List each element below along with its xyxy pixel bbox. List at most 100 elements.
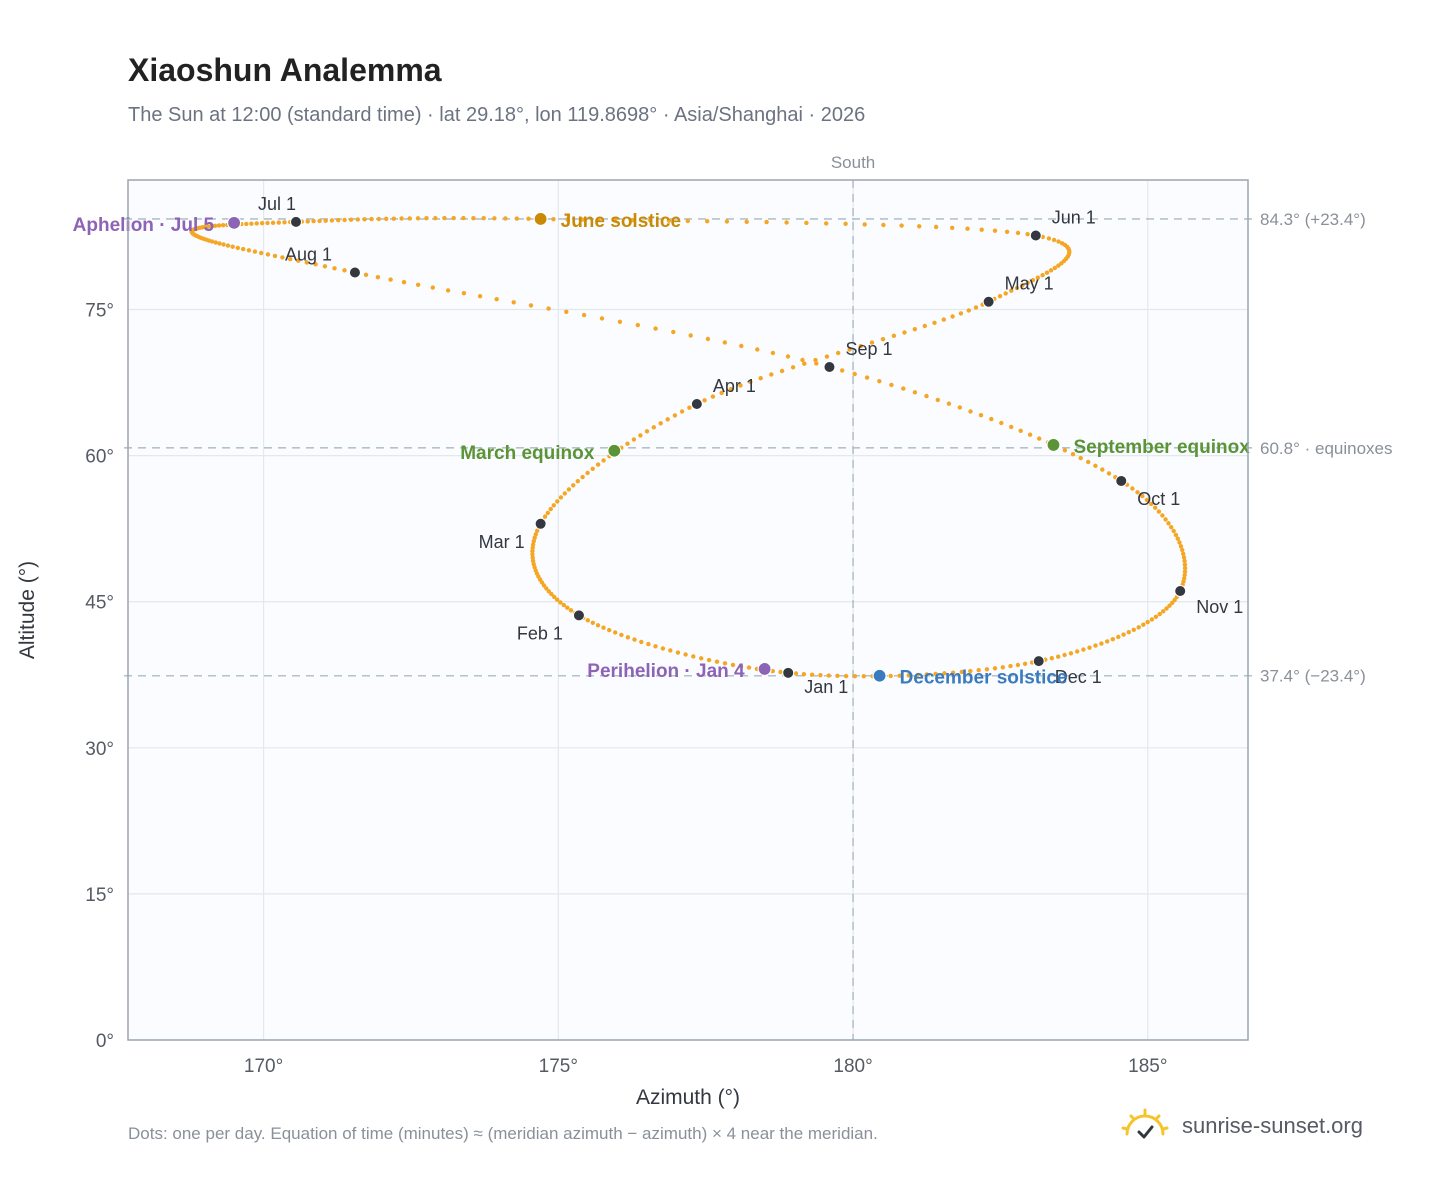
day-dot — [675, 650, 681, 655]
day-dot — [746, 665, 752, 670]
day-dot — [1166, 521, 1171, 526]
day-dot — [342, 217, 347, 223]
day-dot — [575, 479, 580, 484]
event-marker — [533, 211, 548, 227]
month-marker — [572, 609, 585, 622]
brand-logo[interactable]: sunrise-sunset.org — [1120, 1104, 1363, 1148]
day-dot — [705, 219, 710, 224]
day-dot — [551, 217, 556, 222]
day-dot — [660, 646, 666, 651]
day-dot — [899, 223, 904, 228]
day-dot — [1160, 513, 1165, 518]
y-tick-label: 30° — [85, 739, 114, 760]
day-dot — [738, 664, 744, 669]
day-dot — [814, 361, 819, 366]
day-dot — [1062, 652, 1067, 658]
day-dot — [1170, 600, 1175, 605]
day-dot — [1093, 463, 1098, 468]
day-dot — [1161, 609, 1166, 614]
event-marker — [227, 215, 242, 230]
day-dot — [912, 390, 918, 395]
day-dot — [1130, 486, 1135, 491]
x-tick-label: 180° — [833, 1056, 872, 1077]
day-dot — [719, 390, 724, 396]
reference-line-label: 37.4° (−23.4°) — [1260, 667, 1366, 686]
day-dot — [1086, 459, 1091, 465]
day-dot — [632, 637, 637, 642]
day-dot — [276, 220, 281, 225]
day-dot — [571, 483, 576, 488]
day-dot — [1068, 651, 1074, 656]
day-dot — [1181, 555, 1187, 560]
day-dot — [503, 216, 508, 221]
month-marker — [1115, 474, 1128, 487]
day-dot — [804, 220, 809, 226]
day-dot — [1121, 632, 1126, 637]
day-dot — [651, 425, 656, 430]
day-dot — [1172, 597, 1177, 603]
day-dot — [1149, 617, 1155, 622]
x-tick-label: 175° — [539, 1056, 578, 1077]
sun-check-icon — [1121, 1108, 1169, 1139]
day-dot — [625, 441, 630, 446]
month-marker-label: Aug 1 — [285, 245, 332, 265]
day-dot — [369, 216, 374, 222]
day-dot — [1078, 455, 1083, 461]
day-dot — [322, 264, 328, 269]
day-dot — [779, 368, 785, 374]
day-dot — [818, 673, 823, 678]
day-dot — [546, 589, 551, 594]
month-marker-label: May 1 — [1005, 274, 1054, 294]
day-dot — [407, 216, 412, 221]
day-dot — [653, 644, 658, 649]
day-dot — [1030, 278, 1036, 283]
day-dot — [941, 317, 946, 322]
day-dot — [375, 275, 381, 280]
day-dot — [415, 216, 421, 221]
day-dot — [1110, 637, 1116, 642]
day-dot — [595, 623, 601, 628]
day-dot — [1025, 280, 1030, 285]
day-dot — [259, 250, 264, 256]
y-tick-label: 45° — [85, 593, 114, 614]
day-dot — [942, 671, 947, 676]
day-dot — [235, 245, 240, 251]
day-dot — [530, 542, 536, 547]
month-marker — [982, 295, 995, 308]
day-dot — [391, 216, 396, 221]
day-dot — [213, 223, 218, 228]
day-dot — [739, 343, 744, 349]
day-dot — [901, 386, 906, 391]
day-dot — [1153, 614, 1159, 619]
day-dot — [790, 365, 796, 370]
day-dot — [388, 277, 393, 282]
day-dot — [342, 268, 347, 273]
day-dot — [639, 639, 644, 645]
day-dot — [1175, 536, 1181, 541]
day-dot — [932, 320, 937, 325]
day-dot — [714, 659, 720, 664]
day-dot — [304, 260, 309, 265]
day-dot — [1173, 532, 1179, 538]
day-dot — [824, 354, 830, 359]
event-marker — [872, 668, 887, 683]
day-dot — [225, 243, 231, 248]
day-dot — [730, 662, 736, 668]
month-marker — [1032, 655, 1045, 668]
day-dot — [585, 618, 590, 623]
day-dot — [558, 495, 564, 500]
day-dot — [1081, 647, 1086, 652]
day-dot — [1167, 603, 1172, 608]
day-dot — [332, 266, 337, 271]
day-dot — [270, 220, 276, 225]
day-dot — [699, 656, 704, 661]
day-dot — [992, 666, 998, 671]
day-dot — [840, 368, 845, 373]
day-dot — [580, 474, 585, 480]
day-dot — [979, 227, 984, 232]
day-dot — [957, 405, 962, 410]
day-dot — [477, 294, 483, 299]
day-dot — [590, 620, 595, 625]
day-dot — [481, 216, 486, 221]
day-dot — [305, 219, 310, 224]
